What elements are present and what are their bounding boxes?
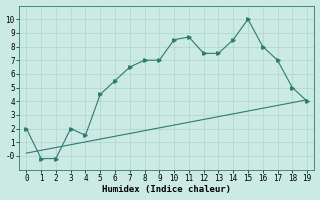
X-axis label: Humidex (Indice chaleur): Humidex (Indice chaleur) xyxy=(102,185,231,194)
